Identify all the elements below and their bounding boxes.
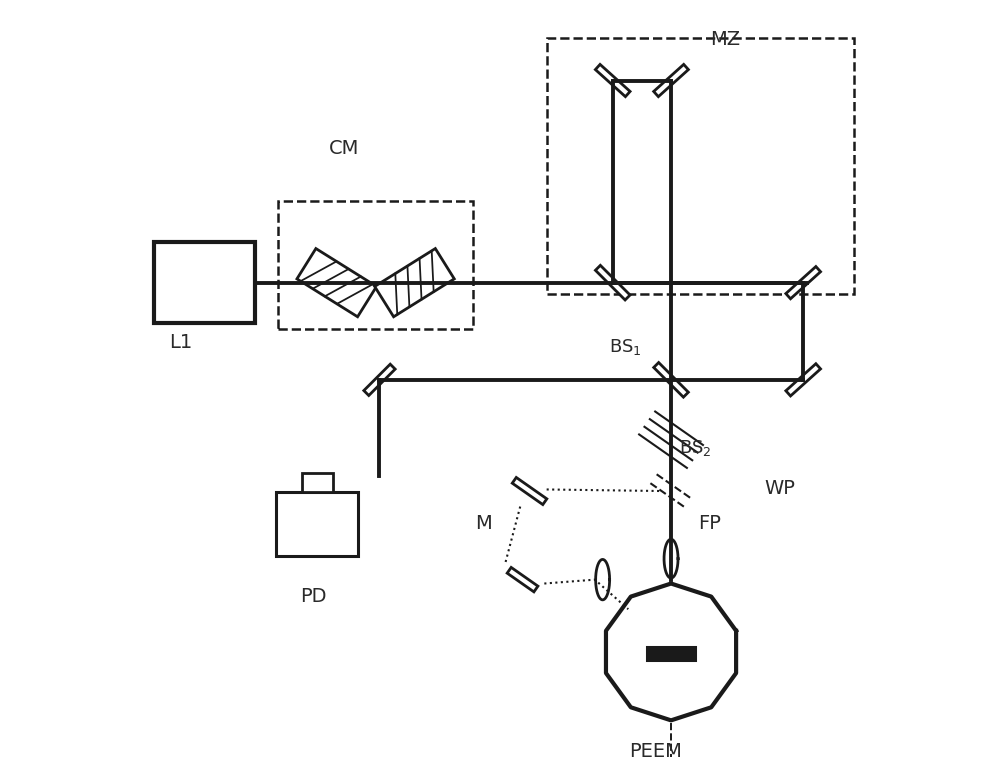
Text: WP: WP bbox=[764, 479, 795, 498]
Bar bbox=[278, 201, 473, 330]
Text: CM: CM bbox=[329, 139, 360, 158]
Polygon shape bbox=[595, 265, 630, 300]
Text: BS$_1$: BS$_1$ bbox=[609, 337, 642, 357]
Bar bbox=[302, 473, 333, 492]
Text: MZ: MZ bbox=[710, 30, 741, 49]
Polygon shape bbox=[507, 568, 538, 592]
Polygon shape bbox=[297, 248, 377, 317]
Polygon shape bbox=[786, 266, 821, 299]
Text: FP: FP bbox=[698, 514, 721, 533]
Bar bbox=[647, 647, 695, 660]
Polygon shape bbox=[654, 363, 688, 397]
Polygon shape bbox=[595, 64, 630, 96]
Polygon shape bbox=[375, 248, 454, 317]
Polygon shape bbox=[654, 64, 688, 96]
Polygon shape bbox=[364, 364, 395, 395]
Polygon shape bbox=[512, 478, 547, 504]
Bar bbox=[154, 242, 255, 323]
Text: M: M bbox=[475, 514, 492, 533]
Bar bbox=[547, 38, 854, 294]
Text: PD: PD bbox=[300, 587, 327, 606]
Text: BS$_2$: BS$_2$ bbox=[679, 438, 712, 458]
Text: PEEM: PEEM bbox=[629, 742, 682, 761]
Polygon shape bbox=[786, 364, 821, 396]
Text: L1: L1 bbox=[170, 334, 193, 352]
Bar bbox=[276, 492, 358, 556]
